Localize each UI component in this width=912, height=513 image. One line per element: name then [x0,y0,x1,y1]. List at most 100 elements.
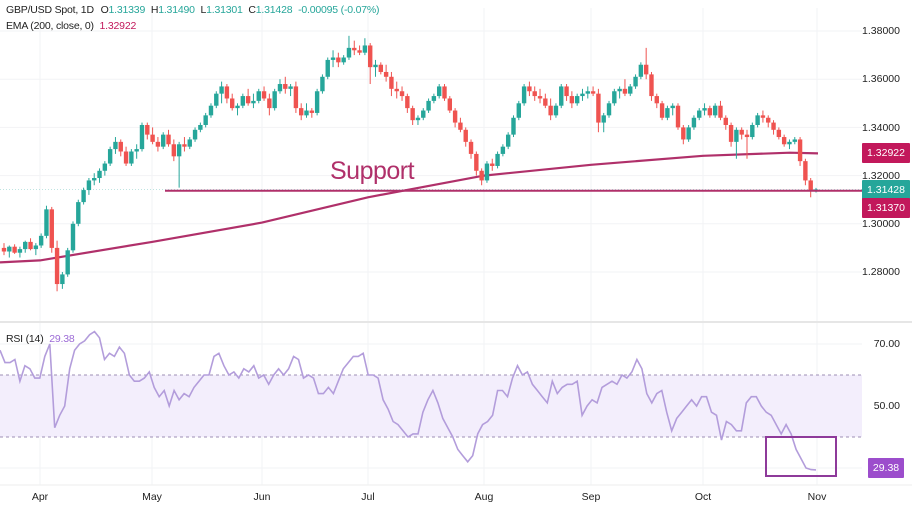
symbol-legend: GBP/USD Spot, 1D O1.31339 H1.31490 L1.31… [6,4,380,16]
candle-body [415,117,421,121]
candle-body [394,88,399,92]
candle-body [681,127,686,140]
candle-body [490,163,495,166]
candle-body [399,91,405,97]
candle-body [155,141,161,147]
candle-body [161,134,166,147]
candle-body [192,129,198,140]
candle-body [240,96,246,106]
price-tick: 1.30000 [862,218,900,230]
candle-body [792,139,797,142]
candle-body [97,170,102,179]
candle-body [516,103,521,118]
candle-body [320,76,325,92]
candle-body [612,91,617,104]
candle-body [134,149,139,152]
price-tick: 1.28000 [862,266,900,278]
candle-body [230,98,235,109]
x-tick-sep: Sep [581,491,601,503]
candle-body [596,93,601,123]
ema-value: 1.32922 [99,20,137,32]
candle-body [410,108,415,121]
rsi-band [0,375,862,437]
rsi-value-tag: 29.38 [868,458,904,478]
candle-body [367,45,373,68]
candle-body [744,134,750,138]
support-annotation: Support [330,157,415,185]
candle-body [691,117,697,128]
candle-body [675,105,681,128]
high-value: 1.31490 [158,4,195,16]
candle-body [649,74,654,97]
candle-body [336,57,341,63]
candle-body [267,98,272,109]
candle-body [463,129,468,142]
candle-body [643,64,649,75]
support-price-tag: 1.31370 [862,198,910,218]
change-value: -0.00095 (-0.07%) [298,4,380,16]
candle-body [590,91,596,94]
candle-body [304,110,309,116]
candle-body [12,246,17,253]
candle-body [182,144,187,147]
candle-body [272,91,277,109]
candle-body [102,163,108,171]
candle-body [38,235,44,246]
rsi-line [0,330,817,471]
candle-body [803,161,808,181]
candle-body [346,47,352,58]
candle-body [277,84,283,92]
candle-body [129,151,134,164]
candle-body [198,124,203,130]
candle-body [330,57,336,60]
candle-body [283,84,288,89]
ema-label: EMA (200, close, 0) [6,20,94,32]
candle-body [7,246,12,252]
candle-body [580,93,585,97]
candle-body [76,202,81,224]
candle-body [86,180,92,191]
candle-body [458,122,463,130]
last-price-tag: 1.31428 [862,180,910,200]
x-tick-jul: Jul [361,491,375,503]
x-tick-jun: Jun [253,491,271,503]
candle-body [633,76,638,87]
candle-body [638,64,644,77]
candle-body [23,241,28,250]
candle-body [314,91,320,113]
candle-body [378,64,384,72]
candle-body [452,110,458,123]
candle-body [373,64,378,68]
candle-body [728,124,734,142]
candle-body [511,117,516,135]
candle-body [431,96,437,101]
candle-body [65,250,70,275]
candle-body [776,129,782,138]
candle-body [145,124,150,135]
candle-body [622,88,628,94]
candle-body [352,47,357,51]
candle-body [564,86,569,97]
candle-body [781,137,787,145]
candle-body [118,141,123,152]
candle-body [113,141,118,150]
candle-body [357,50,362,53]
x-tick-aug: Aug [474,491,494,503]
ema-price-tag: 1.32922 [862,143,910,163]
candle-body [707,108,713,116]
candle-body [288,86,293,89]
candle-body [442,86,447,99]
candle-body [44,209,49,236]
candle-body [28,241,33,250]
candle-body [601,115,606,123]
rsi-tick: 70.00 [873,338,900,350]
candle-body [219,86,224,94]
rsi-legend: RSI (14) 29.38 [6,333,75,345]
candle-body [107,149,113,164]
candle-body [92,178,97,181]
candle-body [309,110,315,113]
candle-body [797,139,803,162]
price-tick: 1.32000 [862,170,900,182]
candle-body [808,180,813,192]
